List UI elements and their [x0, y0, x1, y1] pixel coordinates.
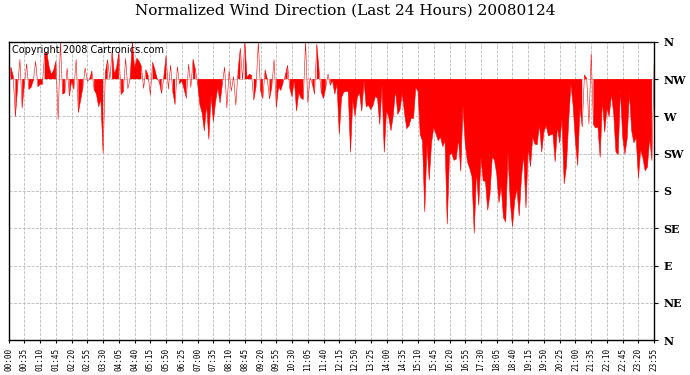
Text: Copyright 2008 Cartronics.com: Copyright 2008 Cartronics.com: [12, 45, 164, 55]
Text: Normalized Wind Direction (Last 24 Hours) 20080124: Normalized Wind Direction (Last 24 Hours…: [135, 4, 555, 18]
